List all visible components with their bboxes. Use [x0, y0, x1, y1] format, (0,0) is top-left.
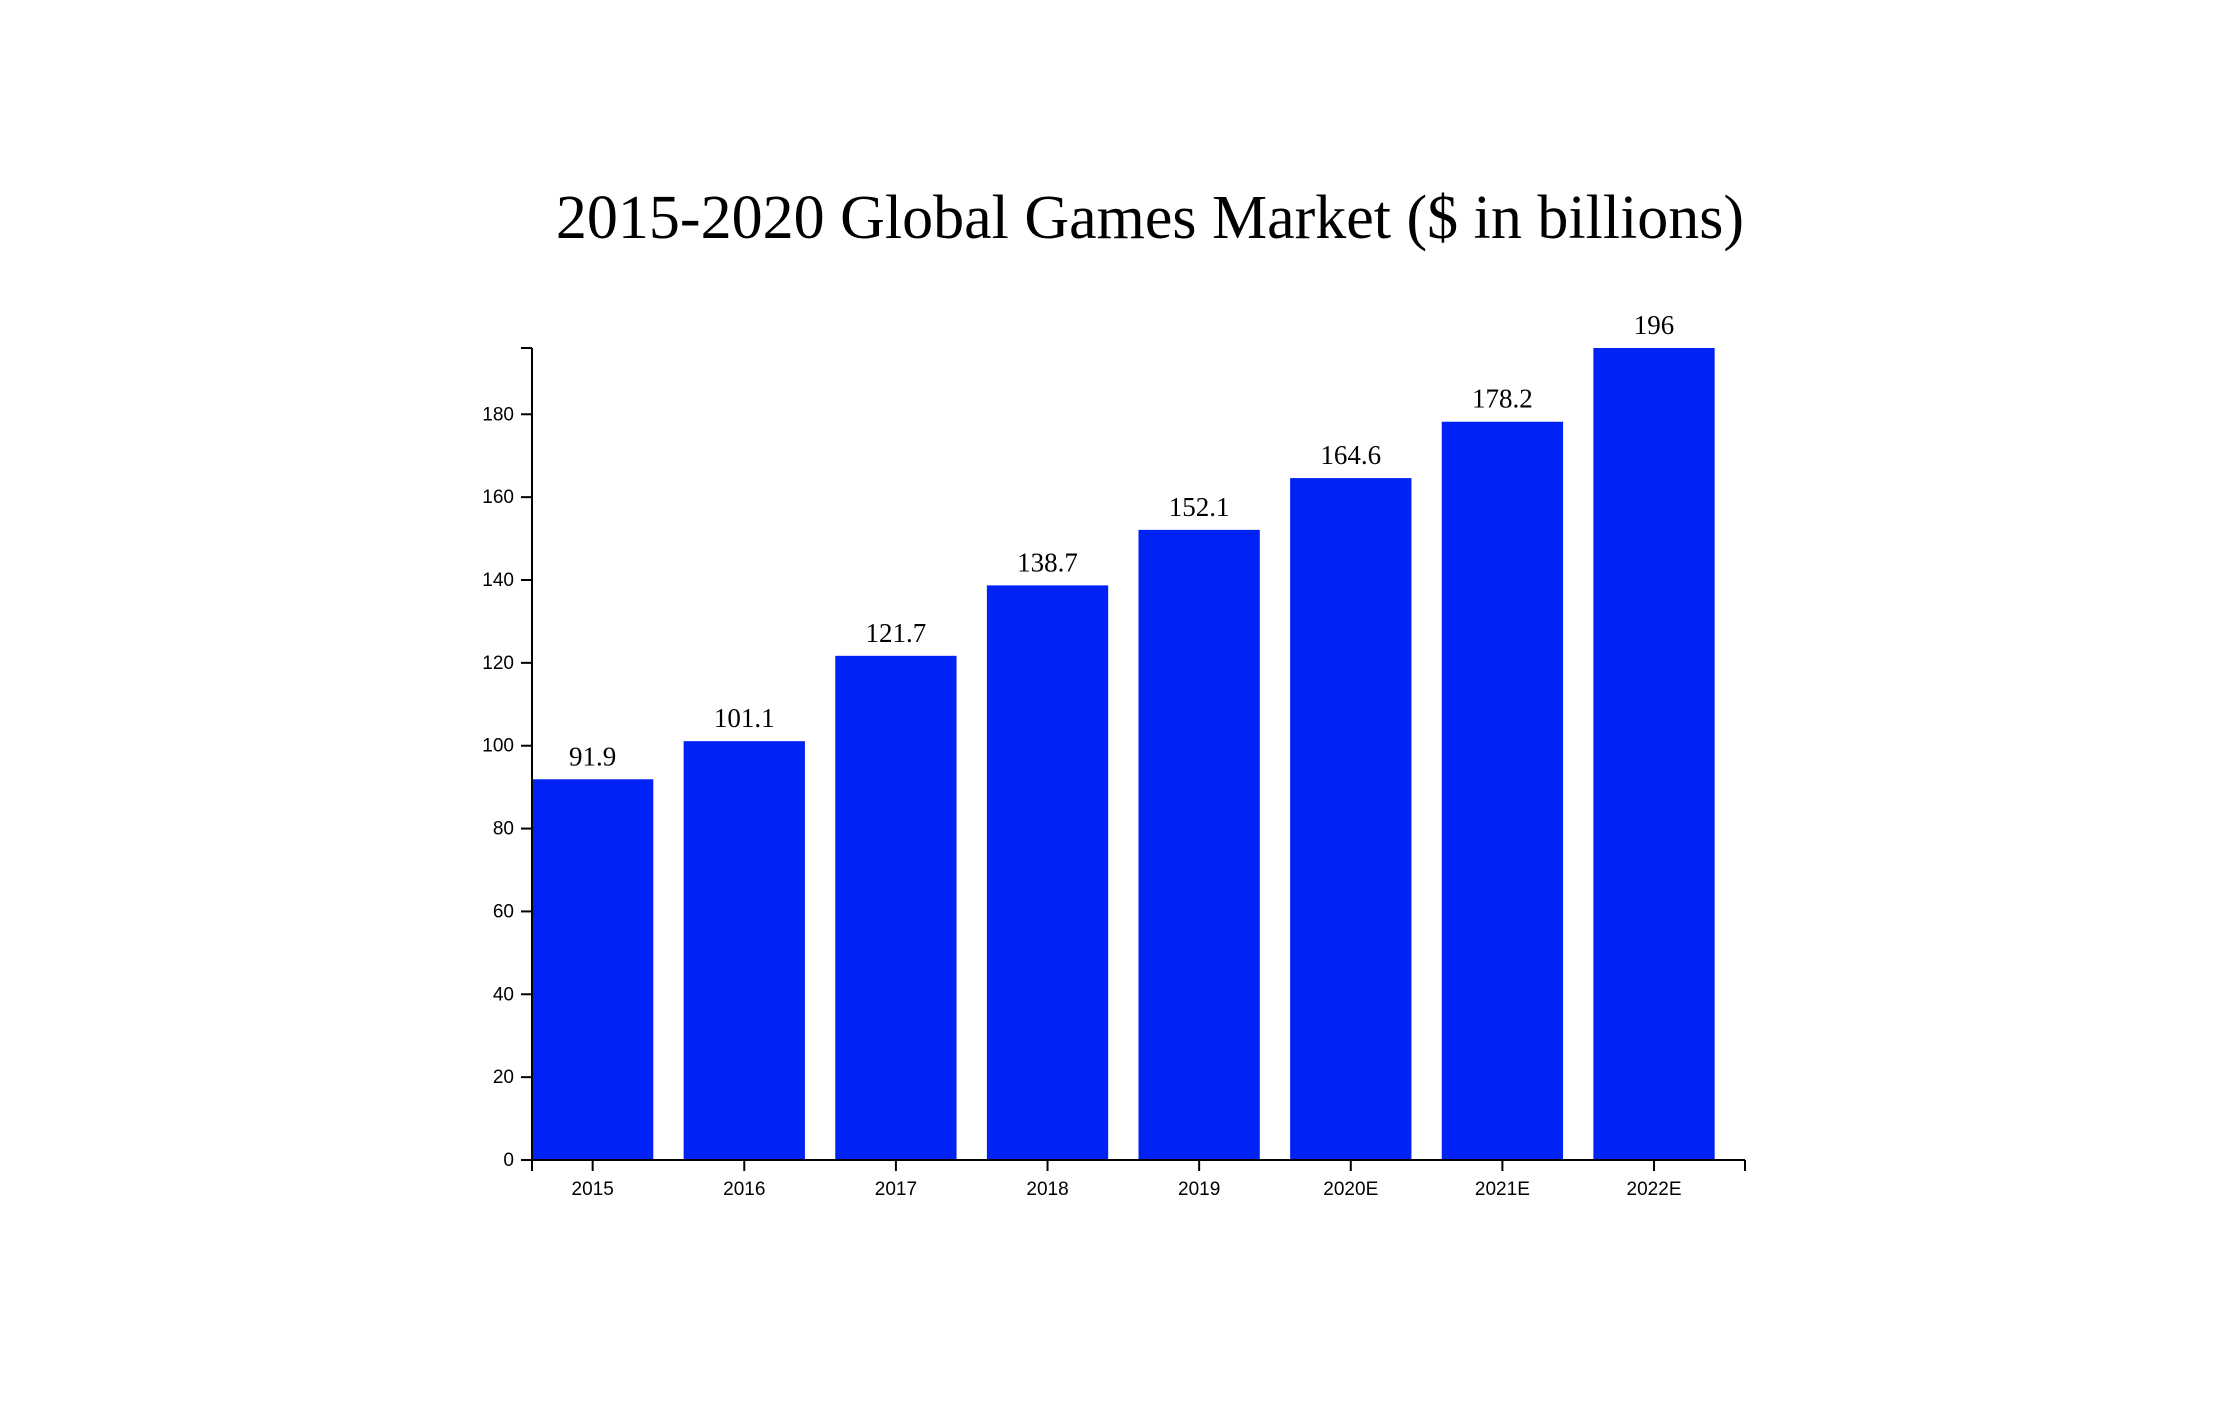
bar-2015 [532, 779, 654, 1160]
y-tick-label-20: 20 [493, 1067, 514, 1088]
bar-2021E [1441, 421, 1564, 1160]
bar-2022E [1593, 348, 1715, 1160]
bar-2020E [1290, 478, 1412, 1161]
bar-2017 [835, 655, 957, 1160]
y-axis: 0 20 40 60 80 100 120 140 160 180 [482, 347, 533, 1171]
x-tick-label-2020E: 2020E [1323, 1179, 1378, 1200]
y-tick-label-160: 160 [482, 487, 514, 508]
value-label-2015: 91.9 [569, 741, 616, 771]
bar-2016 [683, 741, 805, 1160]
x-tick-label-2016: 2016 [723, 1179, 765, 1200]
x-axis: 2015 2016 2017 2018 2019 2020E 2021E 2022E [531, 1159, 1746, 1200]
x-tick-label-2018: 2018 [1026, 1179, 1068, 1200]
x-tick-label-2022E: 2022E [1627, 1179, 1682, 1200]
y-tick-label-60: 60 [493, 901, 514, 922]
bar-2019 [1138, 529, 1260, 1160]
y-tick-label-180: 180 [482, 404, 514, 425]
x-tick-label-2021E: 2021E [1475, 1179, 1530, 1200]
x-tick-label-2017: 2017 [875, 1179, 917, 1200]
value-label-2019: 152.1 [1169, 492, 1230, 522]
value-label-2020E: 164.6 [1320, 440, 1381, 470]
y-tick-label-100: 100 [482, 736, 514, 757]
y-tick-label-80: 80 [493, 819, 514, 840]
y-tick-label-120: 120 [482, 653, 514, 674]
value-label-2021E: 178.2 [1472, 384, 1533, 414]
y-tick-label-0: 0 [503, 1150, 514, 1171]
value-labels-group: 91.9 101.1 121.7 138.7 152.1 164.6 178.2 196 [569, 310, 1674, 771]
y-tick-label-140: 140 [482, 570, 514, 591]
bar-2018 [986, 585, 1109, 1160]
value-label-2017: 121.7 [866, 618, 927, 648]
value-label-2022E: 196 [1634, 310, 1675, 340]
y-tick-label-40: 40 [493, 984, 514, 1005]
value-label-2016: 101.1 [714, 703, 775, 733]
x-tick-label-2015: 2015 [572, 1179, 614, 1200]
value-label-2018: 138.7 [1017, 547, 1078, 577]
chart-title: 2015-2020 Global Games Market ($ in bill… [555, 184, 1745, 252]
bars-group [532, 348, 1715, 1161]
x-tick-label-2019: 2019 [1178, 1179, 1220, 1200]
